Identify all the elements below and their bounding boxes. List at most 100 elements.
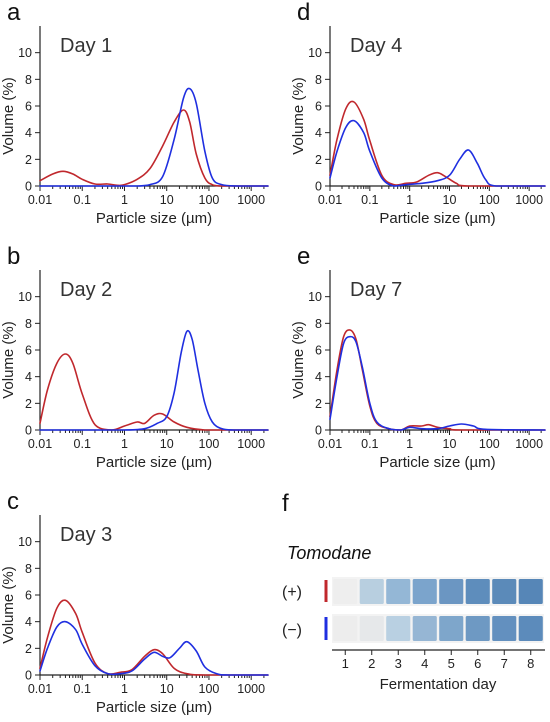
panel-letter-c: c: [7, 488, 19, 515]
day-label-c: Day 3: [60, 524, 112, 546]
series-line-e-minus: [329, 335, 546, 431]
panel-letter-a: a: [7, 0, 21, 26]
y-axis-title-c: Volume (%): [0, 566, 17, 644]
y-tick-label: 0: [25, 180, 32, 194]
x-tick-label: 100: [479, 193, 500, 207]
color-swatch: [359, 616, 384, 641]
x-tick-label: 1000: [515, 193, 543, 207]
y-axis-title-d: Volume (%): [290, 77, 307, 155]
y-tick-label: 2: [315, 153, 322, 167]
color-swatch: [333, 616, 358, 641]
y-tick-label: 0: [315, 180, 322, 194]
color-swatch: [465, 579, 490, 604]
panel-letter-f: f: [282, 490, 289, 517]
color-swatch: [492, 579, 517, 604]
x-tick-label: 10: [160, 682, 174, 696]
x-tick-label: 0.1: [74, 437, 91, 451]
y-tick-label: 6: [25, 589, 32, 603]
day-label-d: Day 4: [350, 35, 402, 57]
day-label-b: Day 2: [60, 279, 112, 301]
color-swatch: [359, 579, 384, 604]
y-tick-label: 0: [315, 424, 322, 438]
x-tick-label: 10: [160, 193, 174, 207]
panel-letter-b: b: [7, 243, 20, 270]
color-swatch: [386, 616, 411, 641]
x-tick-label: 10: [160, 437, 174, 451]
day-tick-label: 1: [342, 656, 349, 671]
x-tick-label: 0.01: [28, 682, 52, 696]
y-axis-title-a: Volume (%): [0, 77, 17, 155]
y-tick-label: 2: [315, 397, 322, 411]
row-label-plus: (+): [282, 584, 302, 601]
color-swatch: [439, 579, 464, 604]
day-tick-label: 4: [421, 656, 428, 671]
color-swatch: [412, 616, 437, 641]
x-tick-label: 0.1: [361, 437, 378, 451]
x-tick-label: 1000: [237, 437, 265, 451]
color-swatch: [465, 616, 490, 641]
y-tick-label: 8: [25, 562, 32, 576]
panel-letter-d: d: [297, 0, 310, 26]
y-tick-label: 0: [25, 669, 32, 683]
y-tick-label: 10: [18, 535, 32, 549]
x-tick-label: 1000: [237, 682, 265, 696]
y-tick-label: 4: [315, 126, 322, 140]
chart-panel-b: b Day 2 0 2 4 6 8 10 0.01 0.1 1 10 100 1000 Particle s…: [0, 243, 269, 471]
y-tick-label: 4: [25, 370, 32, 384]
y-axis-title-b: Volume (%): [0, 321, 17, 399]
x-tick-label: 1000: [237, 193, 265, 207]
x-tick-label: 1: [121, 193, 128, 207]
day-tick-label: 2: [368, 656, 375, 671]
chart-panel-c: c Day 3 0 2 4 6 8 10 0.01 0.1 1 10 100 1000 Particle s…: [0, 488, 269, 716]
x-tick-label: 10: [443, 193, 457, 207]
x-tick-label: 100: [199, 682, 220, 696]
y-tick-label: 2: [25, 642, 32, 656]
swatch-row-minus: [332, 614, 544, 643]
x-tick-label: 0.1: [74, 682, 91, 696]
series-line-b-plus: [39, 353, 269, 431]
x-tick-label: 1000: [515, 437, 543, 451]
day-label-a: Day 1: [60, 35, 112, 57]
y-tick-label: 10: [18, 46, 32, 60]
x-tick-label: 100: [199, 193, 220, 207]
series-line-a-plus: [39, 109, 269, 187]
x-tick-label: 0.01: [318, 437, 342, 451]
y-tick-label: 2: [25, 153, 32, 167]
y-axis-title-e: Volume (%): [290, 321, 307, 399]
day-tick-label: 6: [474, 656, 481, 671]
day-label-e: Day 7: [350, 279, 402, 301]
x-tick-label: 1: [406, 193, 413, 207]
y-tick-label: 10: [308, 290, 322, 304]
color-swatch: [333, 579, 358, 604]
chart-panel-e: e Day 7 0 2 4 6 8 10 0.01 0.1 1 10 100 1000 Particle s…: [290, 243, 546, 471]
x-tick-label: 0.1: [74, 193, 91, 207]
x-axis-title-b: Particle size (µm): [96, 454, 212, 471]
x-axis-title-c: Particle size (µm): [96, 699, 212, 716]
swatch-row-plus: [332, 577, 544, 606]
x-tick-label: 100: [199, 437, 220, 451]
y-tick-label: 8: [315, 73, 322, 87]
day-tick-label: 3: [395, 656, 402, 671]
y-tick-label: 4: [315, 370, 322, 384]
x-tick-label: 0.1: [361, 193, 378, 207]
color-swatch: [439, 616, 464, 641]
color-swatch: [518, 616, 543, 641]
series-line-d-minus: [329, 119, 546, 187]
x-axis-title-e: Particle size (µm): [379, 454, 495, 471]
x-tick-label: 1: [406, 437, 413, 451]
x-tick-label: 1: [121, 682, 128, 696]
y-tick-label: 8: [25, 73, 32, 87]
x-tick-label: 1: [121, 437, 128, 451]
y-tick-label: 8: [25, 317, 32, 331]
color-swatch: [518, 579, 543, 604]
y-tick-label: 6: [315, 344, 322, 358]
fermentation-day-label: Fermentation day: [380, 676, 497, 693]
color-swatch: [412, 579, 437, 604]
y-tick-label: 4: [25, 615, 32, 629]
y-tick-label: 6: [25, 100, 32, 114]
series-line-a-minus: [39, 87, 269, 187]
panel-letter-e: e: [297, 243, 310, 270]
chart-panel-a: a Day 1 0 2 4 6 8 10 0.01 0.1 1 10 100 1000 Particle s…: [0, 0, 269, 227]
day-tick-label: 5: [448, 656, 455, 671]
